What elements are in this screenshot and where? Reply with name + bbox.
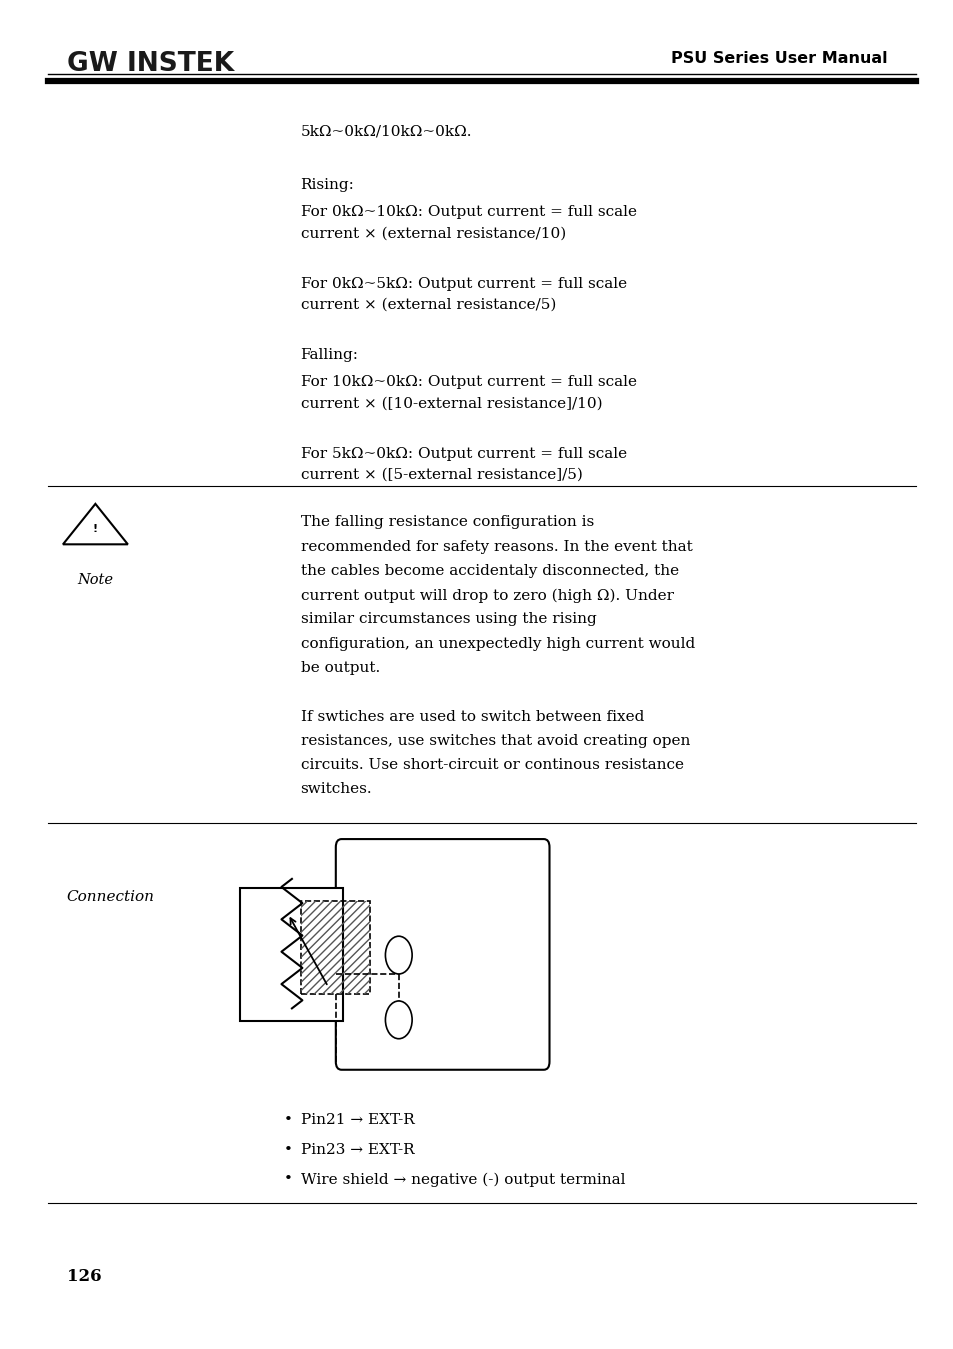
Bar (301, 901, 370, 994)
Text: current × ([5-external resistance]/5): current × ([5-external resistance]/5) (300, 468, 581, 482)
Text: be output.: be output. (300, 661, 379, 674)
Text: •: • (283, 1172, 292, 1186)
Text: configuration, an unexpectedly high current would: configuration, an unexpectedly high curr… (300, 637, 694, 650)
Text: Falling:: Falling: (300, 348, 358, 362)
Bar (301, 901, 370, 994)
Text: −: − (393, 1013, 404, 1027)
Text: The falling resistance configuration is: The falling resistance configuration is (300, 515, 593, 529)
Text: If swtiches are used to switch between fixed: If swtiches are used to switch between f… (300, 710, 643, 723)
Text: 126: 126 (67, 1268, 101, 1286)
Text: For 0kΩ~5kΩ: Output current = full scale: For 0kΩ~5kΩ: Output current = full scale (300, 277, 626, 290)
Text: Pin21 → EXT-R: Pin21 → EXT-R (300, 1113, 414, 1126)
Text: •: • (283, 1113, 292, 1126)
Text: !: ! (92, 523, 98, 534)
Text: +: + (393, 948, 404, 962)
Text: recommended for safety reasons. In the event that: recommended for safety reasons. In the e… (300, 540, 692, 553)
Circle shape (385, 936, 412, 974)
Text: GW INSTEK: GW INSTEK (67, 51, 233, 77)
Text: For 5kΩ~0kΩ: Output current = full scale: For 5kΩ~0kΩ: Output current = full scale (300, 447, 626, 460)
Circle shape (385, 1001, 412, 1039)
Text: Wire shield → negative (-) output terminal: Wire shield → negative (-) output termin… (300, 1172, 624, 1187)
Text: circuits. Use short-circuit or continous resistance: circuits. Use short-circuit or continous… (300, 758, 682, 772)
Text: Connection: Connection (67, 890, 154, 904)
Text: switches.: switches. (300, 782, 372, 796)
Text: Pin23 → EXT-R: Pin23 → EXT-R (300, 1143, 414, 1156)
Text: Note: Note (77, 573, 113, 587)
Text: Rising:: Rising: (300, 178, 354, 192)
Text: 5kΩ~0kΩ/10kΩ~0kΩ.: 5kΩ~0kΩ/10kΩ~0kΩ. (300, 124, 472, 138)
Text: similar circumstances using the rising: similar circumstances using the rising (300, 612, 596, 626)
Text: For 0kΩ~10kΩ: Output current = full scale: For 0kΩ~10kΩ: Output current = full scal… (300, 205, 636, 219)
Text: For 10kΩ~0kΩ: Output current = full scale: For 10kΩ~0kΩ: Output current = full scal… (300, 375, 636, 389)
Text: •: • (283, 1143, 292, 1156)
Text: current × (external resistance/10): current × (external resistance/10) (300, 227, 565, 240)
Text: current output will drop to zero (high Ω). Under: current output will drop to zero (high Ω… (300, 588, 673, 603)
Text: PSU Series User Manual: PSU Series User Manual (670, 51, 886, 66)
FancyBboxPatch shape (335, 839, 549, 1070)
Text: current × ([10-external resistance]/10): current × ([10-external resistance]/10) (300, 397, 601, 410)
Text: the cables become accidentaly disconnected, the: the cables become accidentaly disconnect… (300, 564, 678, 577)
Bar (240, 888, 343, 1021)
Text: current × (external resistance/5): current × (external resistance/5) (300, 298, 556, 312)
Text: resistances, use switches that avoid creating open: resistances, use switches that avoid cre… (300, 734, 689, 747)
